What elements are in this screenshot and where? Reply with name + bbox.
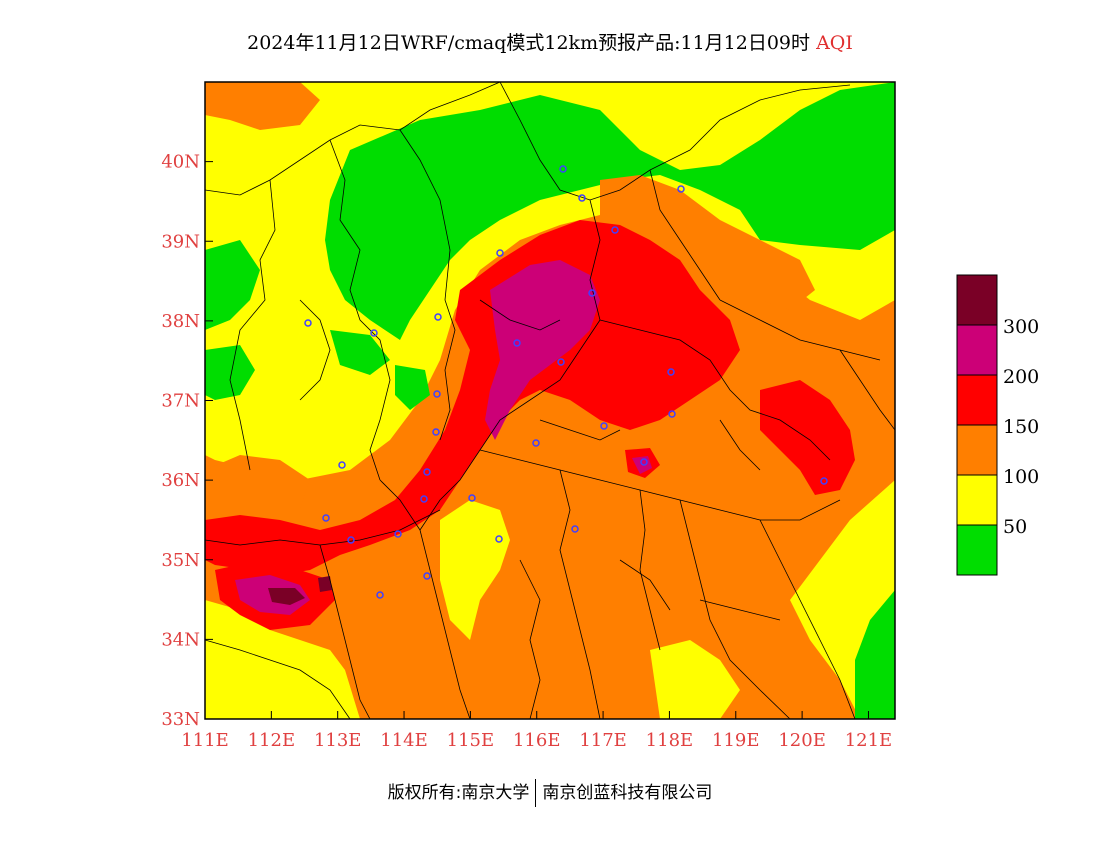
aqi-band-red-main	[205, 220, 740, 575]
aqi-band-green-west	[205, 240, 260, 330]
aqi-band-yellow-southwest	[205, 600, 360, 719]
footer-separator	[535, 779, 537, 807]
lat-tick-label: 36N	[161, 470, 200, 491]
title-main: 2024年11月12日WRF/cmaq模式12km预报产品:11月12日09时	[247, 32, 811, 54]
aqi-band-maroon-spot	[318, 576, 332, 592]
aqi-band-orange-ne	[600, 175, 815, 310]
lon-tick-label: 111E	[181, 730, 229, 751]
aqi-band-maroon-sw	[268, 588, 305, 605]
province-boundaries	[205, 82, 895, 719]
legend-swatch-moderate	[956, 474, 998, 526]
aqi-band-green-se	[855, 590, 895, 719]
lon-tick-label: 114E	[380, 730, 428, 751]
lon-tick-label: 116E	[513, 730, 561, 751]
lat-tick-label: 35N	[161, 550, 200, 571]
aqi-band-orange-nw	[205, 82, 320, 130]
lat-tick-label: 38N	[161, 311, 200, 332]
map-title: 2024年11月12日WRF/cmaq模式12km预报产品:11月12日09时 …	[0, 28, 1100, 55]
lat-tick-label: 40N	[161, 152, 200, 173]
lon-tick-label: 121E	[845, 730, 893, 751]
legend-label-100: 100	[1003, 466, 1039, 488]
copyright-footer: 版权所有:南京大学 南京创蓝科技有限公司	[0, 778, 1100, 807]
legend-swatch-hazardous	[956, 274, 998, 326]
aqi-band-yellow-se	[650, 640, 740, 719]
footer-left: 版权所有:南京大学	[387, 783, 530, 803]
lat-tick-label: 34N	[161, 629, 200, 650]
footer-right: 南京创蓝科技有限公司	[542, 783, 713, 803]
legend-label-50: 50	[1003, 516, 1027, 538]
legend-label-200: 200	[1003, 366, 1039, 388]
latitude-axis: 33N 34N 35N 36N 37N 38N 39N 40N	[161, 152, 213, 730]
aqi-band-green-north	[325, 82, 895, 340]
aqi-band-orange-w	[205, 455, 310, 520]
legend-swatch-very-unhealthy	[956, 324, 998, 376]
lat-tick-label: 33N	[161, 709, 200, 730]
aqi-band-purple-core	[485, 260, 600, 440]
legend-swatch-unhealthy	[956, 374, 998, 426]
lon-tick-label: 120E	[778, 730, 826, 751]
lon-tick-label: 118E	[646, 730, 694, 751]
aqi-band-green-west2	[205, 345, 255, 400]
legend-label-150: 150	[1003, 416, 1039, 438]
aqi-band-green-patch2	[395, 365, 430, 410]
aqi-band-green-patch	[330, 330, 390, 375]
lon-tick-label: 117E	[579, 730, 627, 751]
longitude-axis: 111E 112E 113E 114E 115E 116E 117E 118E 119E 120E…	[181, 711, 892, 751]
lat-tick-label: 37N	[161, 391, 200, 412]
lat-tick-label: 39N	[161, 231, 200, 252]
legend-swatch-sensitive	[956, 424, 998, 476]
aqi-field	[205, 82, 895, 719]
lon-tick-label: 113E	[314, 730, 362, 751]
lon-tick-label: 112E	[248, 730, 296, 751]
aqi-legend: 300 200 150 100 50	[956, 274, 1039, 576]
lon-tick-label: 119E	[712, 730, 760, 751]
legend-swatch-good	[956, 524, 998, 576]
city-markers	[304, 165, 828, 599]
title-variable: AQI	[816, 32, 853, 54]
aqi-band-red-east	[760, 380, 855, 495]
legend-label-300: 300	[1003, 316, 1039, 338]
lon-tick-label: 115E	[447, 730, 495, 751]
aqi-band-yellow-mid	[440, 500, 510, 640]
